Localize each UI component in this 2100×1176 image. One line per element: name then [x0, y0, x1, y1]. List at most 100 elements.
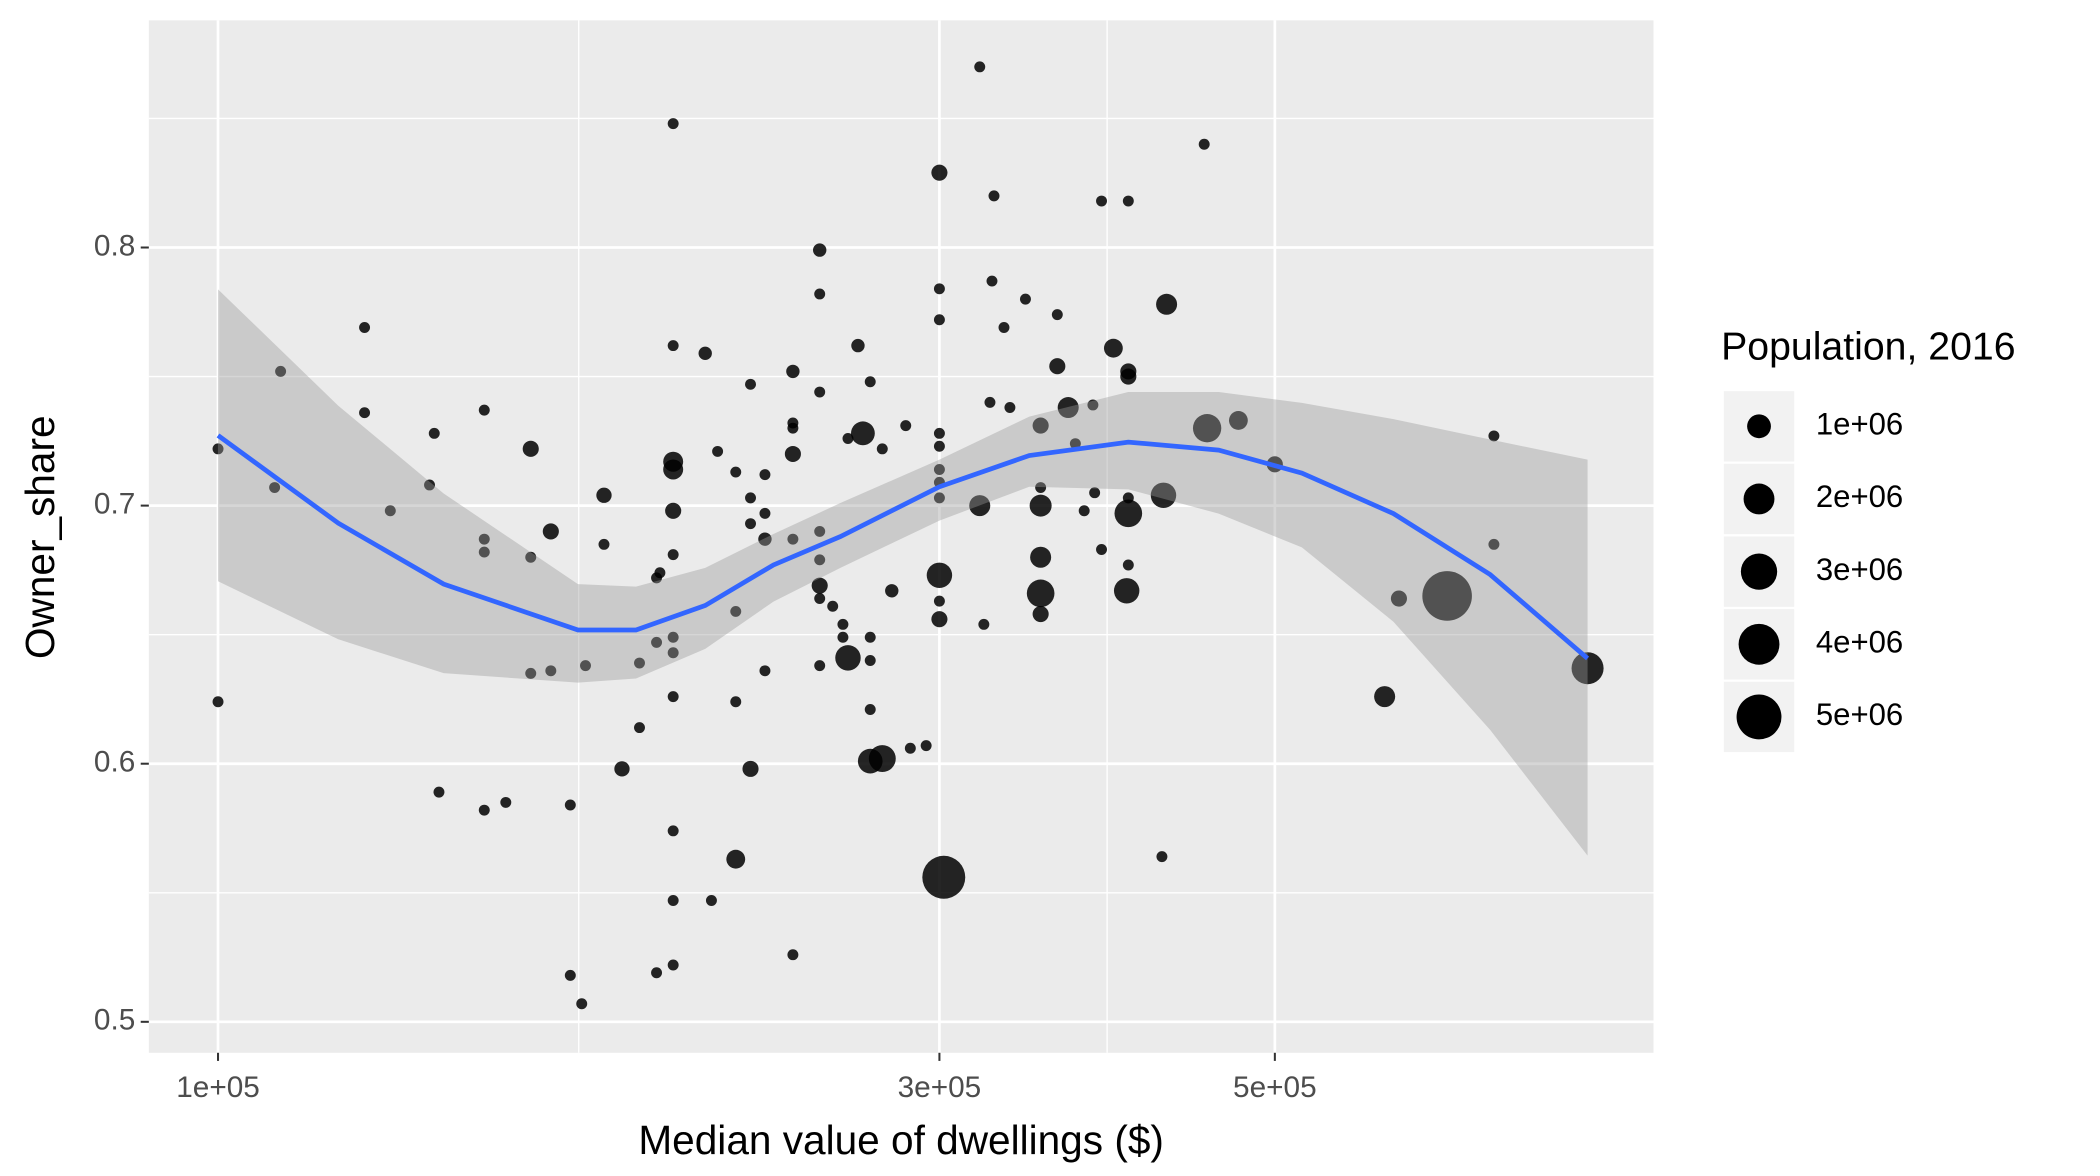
point [1096, 544, 1107, 555]
point [1089, 487, 1101, 499]
point [988, 190, 1000, 202]
point [730, 605, 742, 617]
point [864, 631, 876, 643]
point [784, 445, 801, 463]
point [359, 322, 371, 333]
point [1035, 482, 1047, 494]
point [759, 469, 771, 481]
point [787, 422, 799, 434]
point [933, 283, 945, 295]
confidence-band [218, 289, 1588, 856]
x-axis-title: Median value of dwellings ($) [638, 1117, 1164, 1163]
point [634, 722, 645, 734]
point [1078, 505, 1090, 517]
point [933, 440, 945, 452]
point [525, 551, 537, 563]
point [634, 657, 645, 669]
point [667, 647, 679, 659]
point [986, 275, 998, 287]
legend: Population, 2016 1e+06 2e+06 3e+06 4e+06 5e+… [1721, 325, 2016, 753]
point [1026, 579, 1055, 608]
point [786, 364, 800, 379]
point [1049, 358, 1066, 375]
point [933, 595, 945, 607]
point [1113, 578, 1140, 604]
legend-point [1743, 483, 1775, 515]
point [837, 631, 849, 643]
point [651, 636, 663, 648]
point [814, 525, 826, 537]
point [759, 665, 771, 677]
point [758, 532, 772, 546]
point [984, 396, 996, 408]
point [1032, 417, 1049, 434]
point [885, 584, 899, 598]
point [814, 660, 826, 672]
x-tick-label: 5e+05 [1233, 1071, 1317, 1104]
point [842, 433, 854, 444]
legend-label: 5e+06 [1816, 697, 1903, 732]
point [712, 445, 724, 457]
point [787, 949, 799, 961]
point [969, 495, 991, 517]
marks [212, 61, 1604, 1010]
point [864, 704, 876, 715]
point [651, 967, 663, 979]
point [931, 164, 948, 181]
point [478, 804, 490, 816]
point [424, 479, 435, 491]
point [1051, 309, 1063, 321]
point [726, 849, 746, 869]
point [478, 546, 490, 558]
point [564, 969, 576, 981]
point [580, 660, 591, 672]
point [814, 288, 826, 300]
point [1150, 482, 1177, 509]
point [759, 507, 771, 519]
legend-point [1736, 694, 1782, 740]
point [787, 533, 799, 545]
point [1156, 293, 1178, 315]
smooth-line [216, 433, 1590, 661]
point [478, 404, 490, 416]
point [384, 505, 396, 517]
point [269, 482, 281, 494]
grid [148, 20, 1654, 1053]
x-tick-label: 1e+05 [176, 1071, 260, 1104]
point [1114, 499, 1143, 528]
legend-point [1738, 623, 1780, 665]
legend-label: 3e+06 [1816, 552, 1903, 587]
point [1032, 605, 1049, 623]
point [745, 518, 756, 530]
point [933, 314, 945, 326]
point [1390, 590, 1407, 607]
point [920, 740, 932, 752]
point [1488, 430, 1500, 442]
point [667, 959, 679, 971]
point [864, 655, 876, 666]
point [212, 443, 224, 455]
point [1087, 399, 1099, 411]
point [730, 466, 742, 478]
y-tick-label: 0.6 [94, 746, 135, 779]
point [931, 611, 948, 628]
legend-point [1740, 553, 1778, 590]
legend-title: Population, 2016 [1721, 325, 2015, 369]
point [900, 420, 912, 432]
legend-point [1747, 414, 1771, 439]
point [813, 243, 827, 257]
point [275, 365, 287, 377]
point [525, 667, 537, 679]
legend-label: 4e+06 [1816, 625, 1903, 660]
point [667, 118, 679, 130]
point [1029, 494, 1052, 517]
legend-label: 2e+06 [1816, 479, 1903, 514]
point [598, 538, 610, 550]
point [564, 799, 576, 811]
point [665, 502, 682, 519]
y-tick-label: 0.7 [94, 487, 135, 520]
legend-label: 1e+06 [1816, 407, 1903, 442]
point [500, 796, 512, 808]
